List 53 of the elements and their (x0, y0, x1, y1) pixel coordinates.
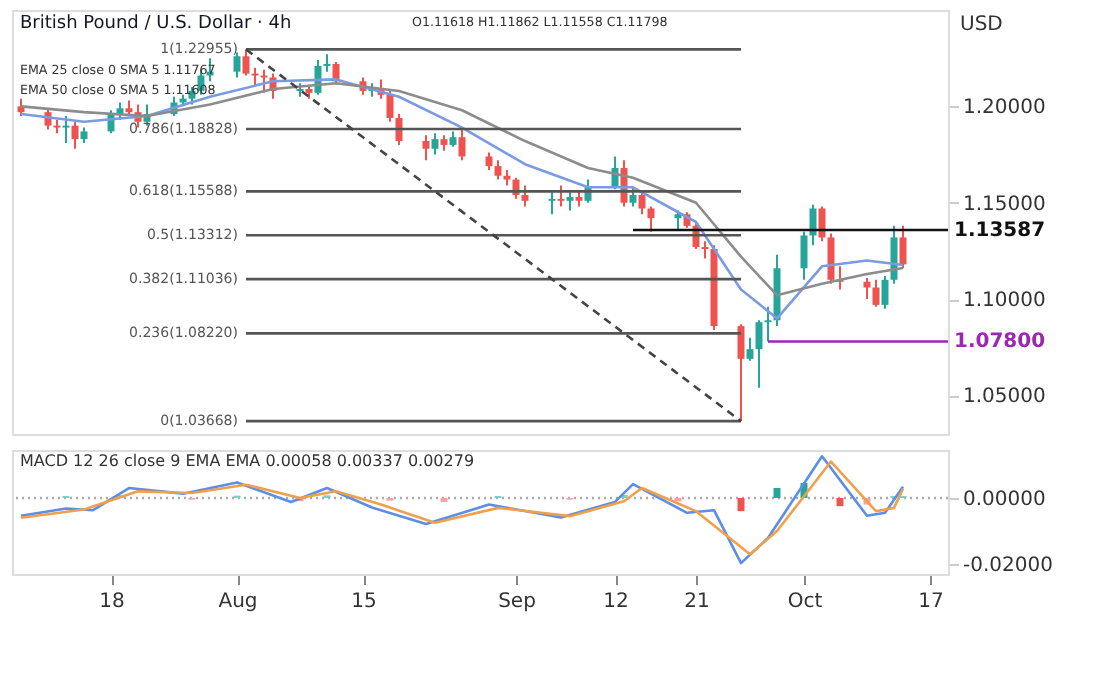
candlestick (701, 240, 709, 260)
candlestick (386, 89, 394, 123)
x-tick-label: 12 (603, 591, 629, 613)
bar (737, 497, 745, 512)
candlestick (827, 232, 835, 285)
y-tick-label: -0.02000 (963, 555, 1053, 578)
candlestick (557, 184, 565, 208)
candlestick (242, 48, 250, 77)
candlestick (863, 276, 871, 301)
x-tick-label: 21 (684, 591, 710, 613)
candlestick (881, 274, 889, 310)
candlestick (800, 230, 808, 281)
x-tick-label: 15 (351, 591, 377, 613)
candlestick (71, 120, 79, 150)
candlestick (422, 134, 430, 162)
candlestick (818, 205, 826, 243)
candlestick (755, 319, 763, 389)
candlestick (674, 209, 682, 231)
series-label: 1.07800 (954, 331, 1046, 354)
candlestick (647, 205, 655, 233)
candlestick (737, 323, 745, 423)
x-tick-label: Sep (498, 591, 536, 613)
candlestick (566, 190, 574, 212)
bar (836, 497, 844, 507)
candlestick (899, 224, 907, 270)
candlestick (62, 115, 70, 144)
y-tick-label: 1.20000 (963, 97, 1046, 120)
y-tick-label: 1.05000 (963, 386, 1046, 409)
x-tick-label: 18 (99, 591, 125, 613)
candlestick (548, 190, 556, 216)
series-label: 1.13587 (954, 219, 1046, 242)
candlestick (494, 159, 502, 181)
y-axis-title: USD (960, 14, 1004, 36)
candlestick (521, 184, 529, 208)
candlestick (233, 51, 241, 79)
candlestick (629, 186, 637, 208)
candlestick (458, 128, 466, 162)
bar (773, 488, 781, 498)
x-tick-label: Oct (787, 591, 823, 613)
x-tick-label: 17 (918, 591, 944, 613)
annotation: MACD 12 26 close 9 EMA EMA 0.00058 0.00337 0.00279 (20, 452, 475, 470)
candlestick (638, 190, 646, 216)
candlestick (323, 53, 331, 73)
candlestick (764, 305, 772, 343)
candlestick (872, 278, 880, 308)
chart-title: British Pound / U.S. Dollar · 4h (20, 14, 292, 34)
y-tick-label: 1.10000 (963, 290, 1046, 313)
candlestick (746, 336, 754, 362)
y-tick-label: 0.00000 (963, 488, 1046, 511)
x-tick-label: Aug (218, 591, 258, 613)
candlestick (395, 113, 403, 146)
candlestick (431, 132, 439, 156)
y-tick-label: 1.15000 (963, 193, 1046, 216)
